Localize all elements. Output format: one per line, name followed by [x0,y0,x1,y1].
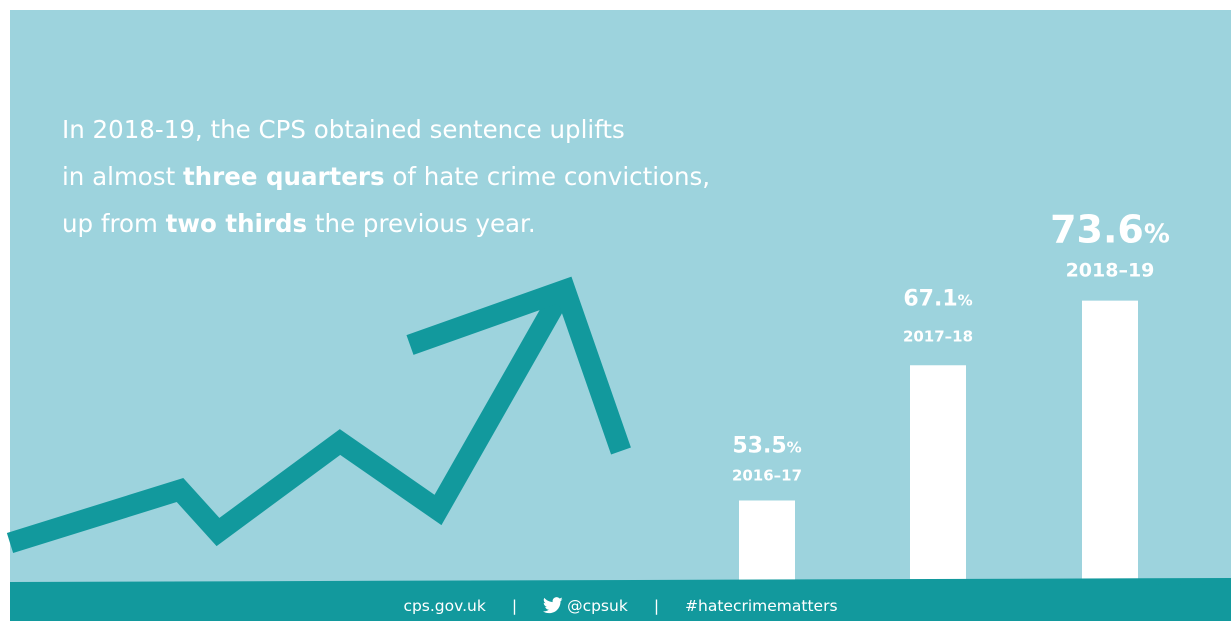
bar-value-unit: % [1144,220,1170,250]
headline-emphasis-three-quarters: three quarters [182,162,385,191]
website-link[interactable]: cps.gov.uk [403,596,486,615]
bar-value-number: 67.1 [903,286,957,311]
headline-emphasis-two-thirds: two thirds [165,209,308,238]
bar-category-label: 2018–19 [1066,260,1155,282]
bar-2017–18 [910,365,966,585]
bar-value-unit: % [787,438,802,456]
bar-value-unit: % [958,291,973,309]
hashtag-link[interactable]: #hatecrimematters [685,596,838,615]
headline-line-3-pre: up from [62,209,166,238]
background-panel [10,10,1231,590]
headline-line-3: up from two thirds the previous year. [62,200,762,247]
bars-layer: 53.5% 2016–17 67.1% 2017–18 73.6% 2018–19 [732,208,1170,585]
headline-line-2-pre: in almost [62,162,183,191]
headline-line-2: in almost three quarters of hate crime c… [62,153,762,200]
twitter-link[interactable]: @cpsuk [543,597,628,615]
headline-line-1-text: In 2018-19, the CPS obtained sentence up… [62,115,625,144]
bar-value-label: 53.5% [732,433,801,458]
headline: In 2018-19, the CPS obtained sentence up… [62,106,762,247]
headline-line-3-post: the previous year. [307,209,536,238]
bar-value-number: 73.6 [1050,208,1144,252]
bar-2018–19 [1082,300,1138,585]
footer-separator-2: | [653,596,660,615]
bar-value-label: 73.6% [1050,208,1170,252]
footer: cps.gov.uk | @cpsuk | #hatecrimematters [10,590,1231,621]
footer-separator: | [511,596,518,615]
bar-category-label: 2017–18 [903,327,973,345]
bar-category-label: 2016–17 [732,466,802,484]
twitter-bird-icon [543,597,563,614]
bar-value-label: 67.1% [903,286,972,311]
trend-up-arrow-icon [6,286,572,554]
arrowhead-icon [406,276,631,455]
twitter-handle: @cpsuk [567,596,628,615]
headline-line-2-post: of hate crime convictions, [384,162,711,191]
headline-line-1: In 2018-19, the CPS obtained sentence up… [62,106,762,153]
footer-band [10,583,1231,621]
footer-top-edge [9,578,1231,588]
bar-2016–17 [739,500,795,585]
bar-value-number: 53.5 [732,433,786,458]
